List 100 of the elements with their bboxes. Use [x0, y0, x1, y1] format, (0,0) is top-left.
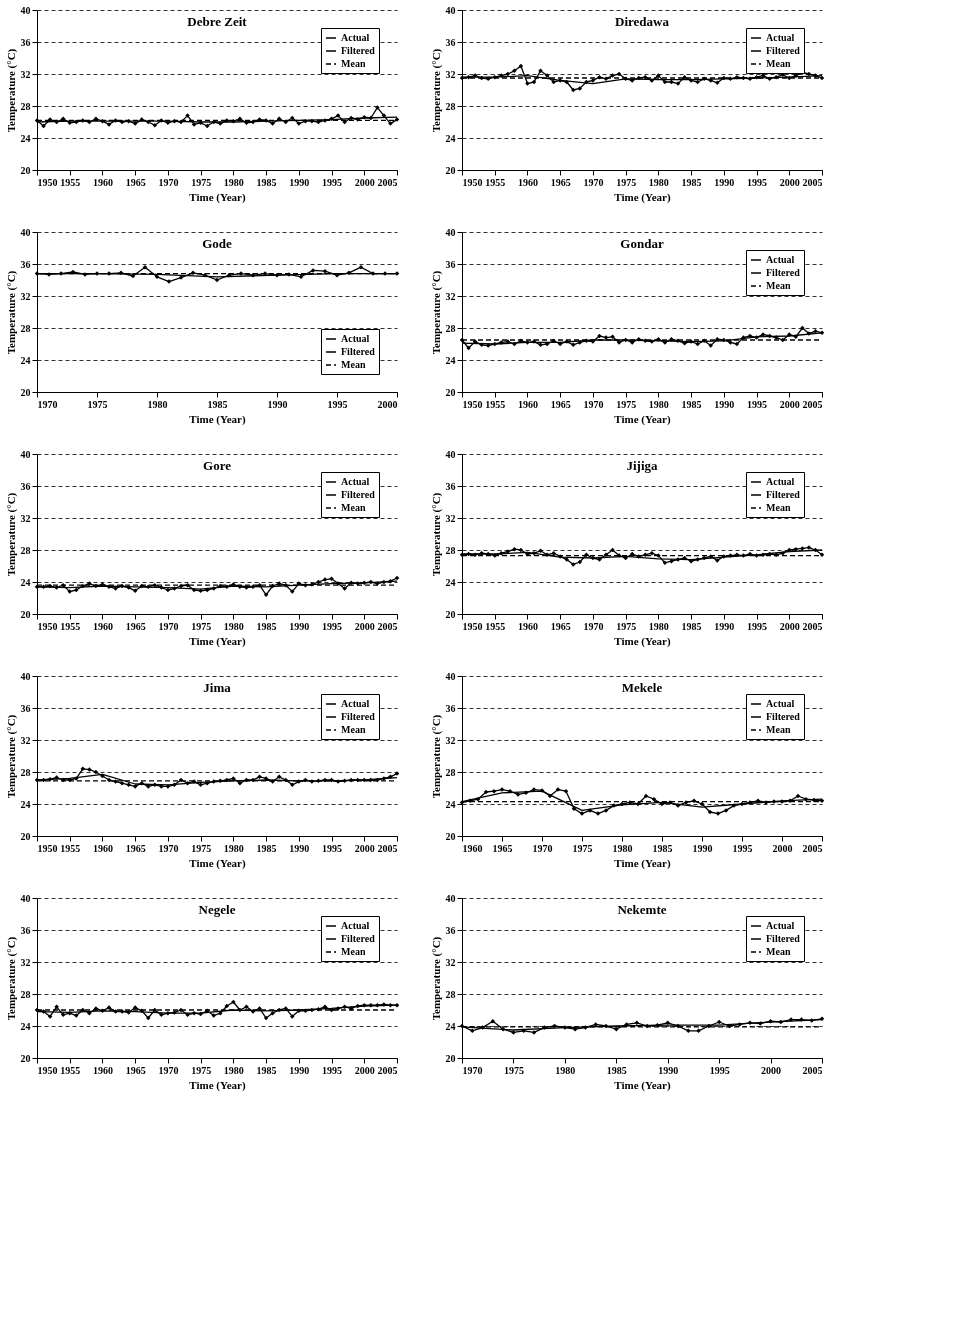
y-tick-label: 40: [445, 670, 456, 682]
legend-label: Actual: [341, 333, 370, 344]
x-tick-label: 1985: [256, 176, 277, 188]
legend-label: Actual: [766, 920, 795, 931]
y-tick-label: 24: [445, 132, 456, 144]
x-tick-label: 1980: [223, 1064, 244, 1076]
x-tick-label: 1970: [158, 1064, 179, 1076]
y-axis-title: Temperature (°C): [429, 936, 443, 1021]
x-tick-label: 1975: [503, 1064, 524, 1076]
y-axis-title: Temperature (°C): [4, 714, 18, 799]
chart-title: Gondar: [620, 236, 664, 251]
y-axis-title: Temperature (°C): [4, 936, 18, 1021]
x-tick-label: 1975: [616, 176, 637, 188]
chart-title: Mekele: [621, 680, 663, 695]
y-tick-label: 28: [445, 100, 456, 112]
x-tick-label: 1990: [289, 1064, 310, 1076]
legend-label: Actual: [766, 32, 795, 43]
y-tick-label: 36: [20, 36, 31, 48]
x-tick-label: 1990: [714, 398, 735, 410]
x-tick-label: 2000: [354, 176, 375, 188]
x-tick-label: 1975: [616, 620, 637, 632]
y-tick-label: 28: [445, 988, 456, 1000]
x-tick-label: 1980: [223, 176, 244, 188]
y-tick-label: 24: [20, 132, 31, 144]
y-tick-label: 20: [445, 1052, 456, 1064]
x-tick-label: 2005: [377, 1064, 398, 1076]
x-tick-label: 1965: [125, 176, 146, 188]
chart-title: Jijiga: [626, 458, 659, 473]
chart-title: Debre Zeit: [187, 14, 248, 29]
x-axis-title: Time (Year): [614, 1078, 671, 1092]
chart-title: Diredawa: [615, 14, 670, 29]
x-tick-label: 1970: [583, 398, 604, 410]
x-tick-label: 1995: [709, 1064, 730, 1076]
x-tick-label: 1960: [517, 176, 538, 188]
x-tick-label: 1960: [517, 620, 538, 632]
y-tick-label: 40: [20, 670, 31, 682]
y-axis-title: Temperature (°C): [429, 48, 443, 133]
x-axis-title: Time (Year): [614, 190, 671, 204]
y-axis-title: Temperature (°C): [429, 714, 443, 799]
x-tick-label: 1985: [256, 1064, 277, 1076]
y-tick-label: 36: [20, 702, 31, 714]
legend-label: Filtered: [341, 346, 376, 357]
x-tick-label: 2000: [779, 398, 800, 410]
legend-label: Filtered: [766, 267, 801, 278]
x-tick-label: 1970: [158, 176, 179, 188]
x-tick-label: 1975: [191, 176, 212, 188]
x-tick-label: 1955: [60, 176, 81, 188]
y-axis-title: Temperature (°C): [4, 270, 18, 355]
x-tick-label: 1965: [492, 842, 513, 854]
y-tick-label: 36: [445, 258, 456, 270]
x-tick-label: 2000: [772, 842, 793, 854]
legend-label: Mean: [341, 946, 366, 957]
legend-label: Filtered: [341, 711, 376, 722]
legend-label: Actual: [766, 254, 795, 265]
x-tick-label: 2005: [802, 620, 823, 632]
y-tick-label: 24: [20, 1020, 31, 1032]
y-tick-label: 28: [20, 100, 31, 112]
x-tick-label: 1970: [158, 842, 179, 854]
x-tick-label: 2005: [377, 176, 398, 188]
x-tick-label: 1955: [60, 842, 81, 854]
x-tick-label: 1980: [612, 842, 633, 854]
x-tick-label: 1985: [256, 620, 277, 632]
x-tick-label: 2005: [377, 620, 398, 632]
y-tick-label: 36: [445, 702, 456, 714]
y-tick-label: 24: [20, 798, 31, 810]
y-tick-label: 32: [20, 956, 31, 968]
y-tick-label: 40: [20, 448, 31, 460]
x-tick-label: 1995: [322, 842, 343, 854]
y-axis-title: Temperature (°C): [429, 270, 443, 355]
x-tick-label: 1985: [681, 176, 702, 188]
y-tick-label: 28: [20, 766, 31, 778]
y-axis-title: Temperature (°C): [4, 48, 18, 133]
legend-label: Mean: [766, 58, 791, 69]
y-tick-label: 36: [445, 924, 456, 936]
x-axis-title: Time (Year): [614, 856, 671, 870]
legend-label: Actual: [766, 476, 795, 487]
y-tick-label: 20: [20, 830, 31, 842]
y-tick-label: 32: [445, 290, 456, 302]
legend-label: Filtered: [766, 45, 801, 56]
y-tick-label: 36: [20, 924, 31, 936]
x-tick-label: 1965: [125, 842, 146, 854]
x-tick-label: 1995: [732, 842, 753, 854]
x-tick-label: 1955: [485, 176, 506, 188]
x-tick-label: 2005: [377, 842, 398, 854]
y-tick-label: 32: [20, 68, 31, 80]
x-tick-label: 1975: [572, 842, 593, 854]
y-tick-label: 32: [445, 512, 456, 524]
x-tick-label: 1985: [652, 842, 673, 854]
y-tick-label: 24: [20, 354, 31, 366]
x-tick-label: 1985: [256, 842, 277, 854]
x-tick-label: 1975: [191, 842, 212, 854]
y-tick-label: 20: [20, 1052, 31, 1064]
x-axis-title: Time (Year): [614, 634, 671, 648]
x-tick-label: 2000: [761, 1064, 782, 1076]
chart-title: Gode: [202, 236, 233, 251]
x-tick-label: 1965: [550, 620, 571, 632]
legend-label: Mean: [341, 502, 366, 513]
x-tick-label: 1990: [658, 1064, 679, 1076]
x-tick-label: 1955: [485, 620, 506, 632]
x-tick-label: 1950: [37, 1064, 58, 1076]
